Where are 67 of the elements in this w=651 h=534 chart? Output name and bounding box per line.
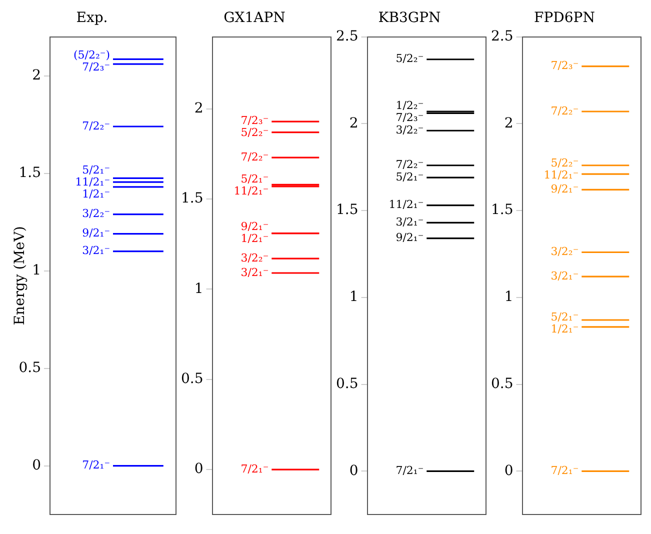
series-label: 3/2₁⁻ bbox=[396, 216, 424, 229]
y-tick-label: 2 bbox=[32, 67, 41, 84]
y-tick-label: 2 bbox=[349, 115, 358, 132]
series-label: 5/2₂⁻ bbox=[550, 156, 579, 170]
chart-title: FPD6PN bbox=[534, 10, 595, 26]
series-label: 7/2₂⁻ bbox=[396, 158, 424, 172]
chart-title: GX1APN bbox=[224, 10, 286, 26]
series-label: 3/2₂⁻ bbox=[550, 245, 579, 258]
series-label: 1/2₁⁻ bbox=[550, 322, 579, 336]
chart-title: Exp. bbox=[76, 10, 108, 26]
y-tick-label: 1.5 bbox=[18, 164, 41, 181]
y-axis-title: Energy (MeV) bbox=[12, 226, 28, 326]
series-label: 7/2₃⁻ bbox=[396, 111, 424, 124]
y-tick-label: 0.5 bbox=[181, 371, 204, 388]
series-label: 7/2₃⁻ bbox=[82, 60, 110, 74]
y-tick-label: 1 bbox=[504, 289, 514, 306]
y-tick-label: 0 bbox=[194, 461, 204, 478]
series-label: 7/2₁⁻ bbox=[396, 464, 424, 478]
series-label: 9/2₁⁻ bbox=[240, 220, 269, 234]
y-tick-label: 1 bbox=[349, 289, 358, 306]
chart-title: KB3GPN bbox=[378, 10, 441, 26]
series-label: 5/2₁⁻ bbox=[82, 163, 110, 176]
series-label: 7/2₁⁻ bbox=[550, 464, 579, 478]
y-tick-label: 2.5 bbox=[336, 28, 358, 44]
series-label: 5/2₁⁻ bbox=[240, 172, 269, 186]
series-label: 9/2₁⁻ bbox=[82, 226, 110, 240]
series-label: 7/2₂⁻ bbox=[82, 119, 110, 132]
series-label: 9/2₁⁻ bbox=[550, 182, 579, 196]
series-label: 5/2₁⁻ bbox=[396, 170, 424, 184]
series-label: 3/2₂⁻ bbox=[82, 207, 110, 220]
series-label: 7/2₂⁻ bbox=[550, 104, 579, 118]
y-tick-label: 1.5 bbox=[336, 202, 358, 218]
series-label: 5/2₂⁻ bbox=[396, 52, 424, 66]
series-label: 3/2₂⁻ bbox=[396, 123, 424, 136]
y-tick-label: 1 bbox=[194, 280, 204, 297]
y-tick-label: 0.5 bbox=[491, 376, 514, 392]
y-tick-label: 1 bbox=[32, 262, 41, 278]
y-tick-label: 0 bbox=[32, 457, 41, 474]
series-label: 5/2₂⁻ bbox=[240, 126, 269, 139]
series-label: 3/2₁⁻ bbox=[550, 269, 579, 282]
series-label: 1/2₁⁻ bbox=[240, 232, 269, 246]
series-label: 11/2₁⁻ bbox=[234, 184, 269, 198]
y-tick-label: 1.5 bbox=[491, 202, 514, 218]
series-label: 7/2₁⁻ bbox=[82, 458, 110, 472]
series-label: 3/2₂⁻ bbox=[240, 251, 269, 264]
series-label: 3/2₁⁻ bbox=[240, 266, 269, 279]
y-tick-label: 2 bbox=[504, 115, 514, 132]
series-label: 7/2₃⁻ bbox=[550, 59, 579, 72]
series-label: 11/2₁⁻ bbox=[388, 198, 424, 212]
series-label: 7/2₃⁻ bbox=[240, 114, 269, 127]
y-tick-label: 2.5 bbox=[491, 28, 514, 44]
y-tick-label: 0 bbox=[504, 462, 514, 479]
y-tick-label: 0.5 bbox=[18, 360, 41, 376]
series-label: 1/2₁⁻ bbox=[82, 187, 110, 200]
y-tick-label: 0 bbox=[349, 462, 358, 479]
series-label: 7/2₁⁻ bbox=[240, 462, 269, 476]
series-label: 3/2₁⁻ bbox=[82, 244, 110, 258]
y-tick-label: 1.5 bbox=[181, 190, 204, 207]
series-label: 11/2₁⁻ bbox=[544, 168, 579, 182]
series-label: (5/2₂⁻) bbox=[73, 48, 110, 62]
series-label: 7/2₂⁻ bbox=[240, 150, 269, 164]
series-label: 9/2₁⁻ bbox=[396, 231, 424, 244]
series-label: 11/2₁⁻ bbox=[75, 175, 110, 188]
series-label: 1/2₂⁻ bbox=[396, 99, 424, 112]
y-tick-label: 0.5 bbox=[336, 376, 358, 392]
y-tick-label: 2 bbox=[194, 100, 204, 117]
series-label: 5/2₁⁻ bbox=[550, 310, 579, 324]
